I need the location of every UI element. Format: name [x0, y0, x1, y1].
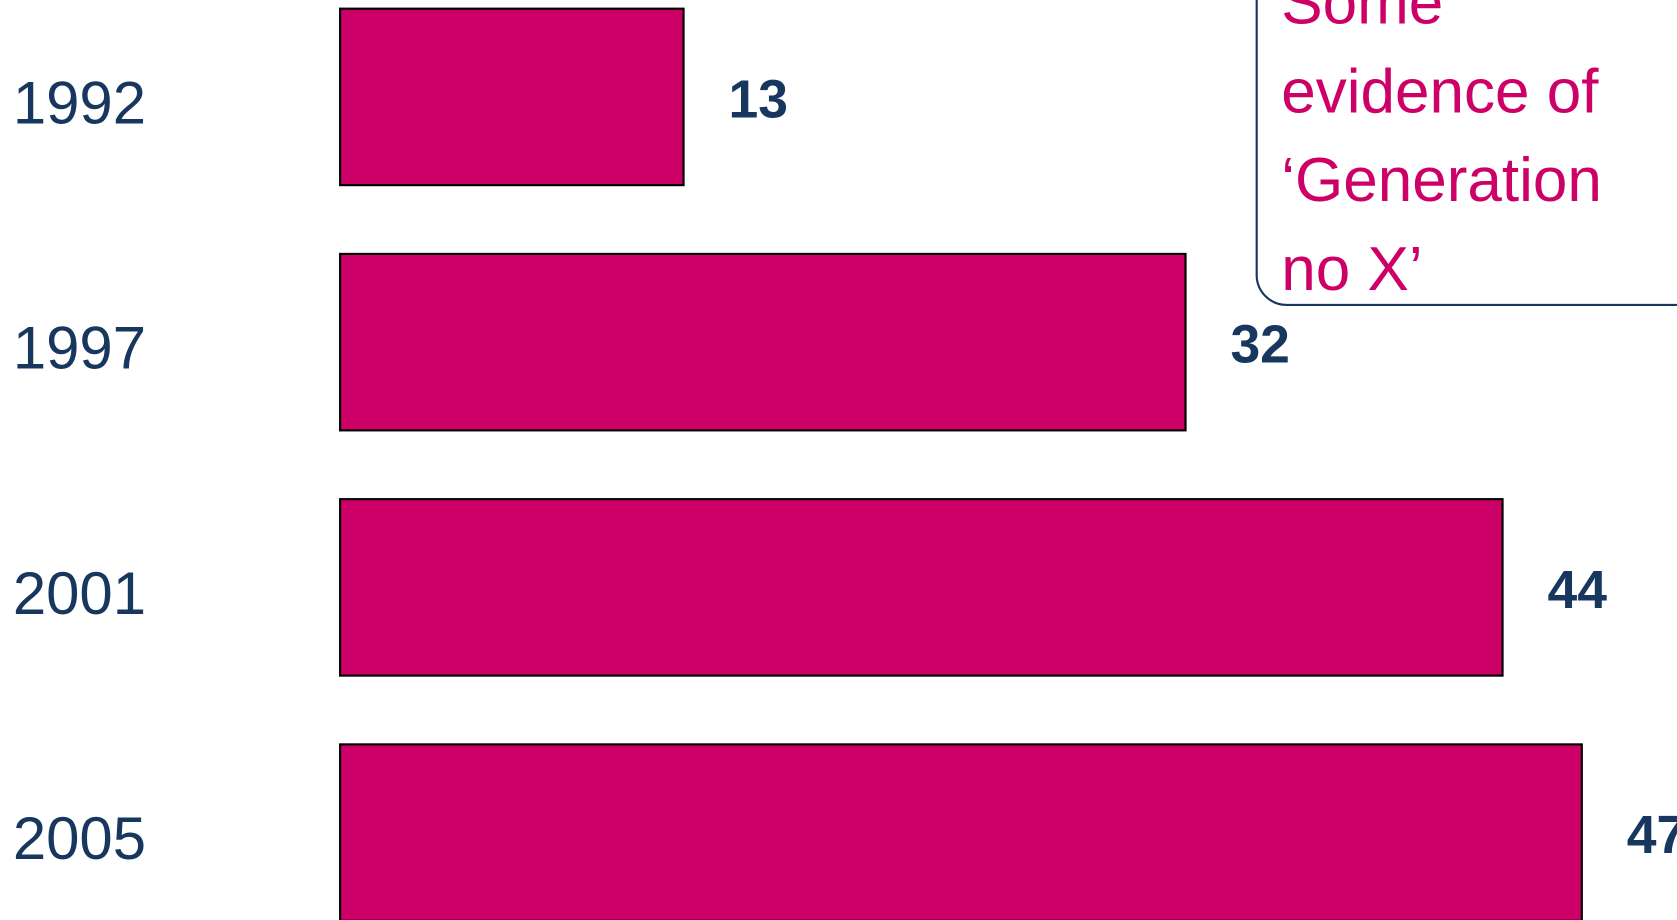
category-label: 1992 — [13, 69, 146, 136]
bar — [339, 743, 1583, 920]
value-label: 44 — [1547, 561, 1607, 620]
category-label: 2001 — [13, 560, 146, 627]
annotation-text: evidence of — [1281, 57, 1599, 126]
annotation-text: ‘Generation — [1281, 146, 1602, 215]
bar — [339, 498, 1504, 677]
bar — [339, 252, 1187, 432]
category-label: 2005 — [13, 805, 146, 872]
annotation-text: no X’ — [1281, 235, 1422, 304]
bar — [339, 7, 685, 187]
category-label: 1997 — [13, 315, 146, 382]
value-label: 47 — [1627, 806, 1677, 865]
annotation-text: Some — [1281, 0, 1443, 38]
annotation-box — [1255, 0, 1677, 306]
value-label: 32 — [1230, 316, 1289, 375]
value-label: 13 — [728, 70, 787, 129]
